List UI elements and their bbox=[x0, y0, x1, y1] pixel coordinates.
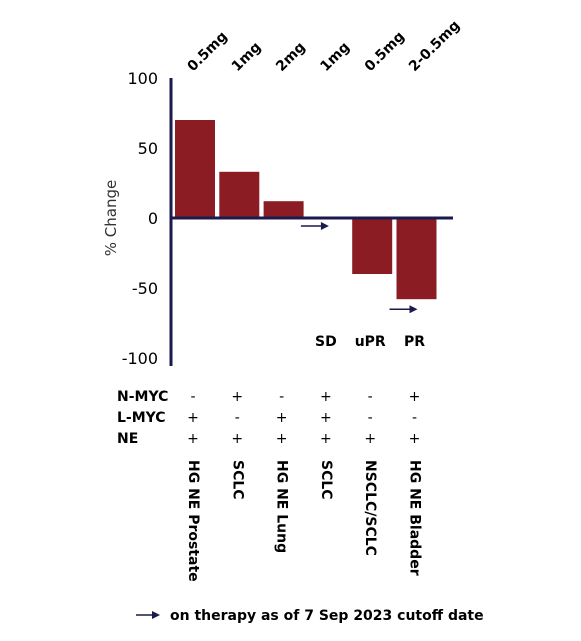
response-label: uPR bbox=[355, 334, 386, 350]
marker-value: - bbox=[235, 410, 240, 426]
bar bbox=[175, 120, 215, 218]
arrow-icon bbox=[136, 611, 160, 619]
dose-label: 2-0.5mg bbox=[406, 18, 463, 75]
y-tick-label: 50 bbox=[138, 139, 158, 158]
legend-text: on therapy as of 7 Sep 2023 cutoff date bbox=[170, 608, 484, 624]
dose-label: 1mg bbox=[229, 39, 265, 75]
marker-value: + bbox=[187, 410, 199, 426]
category-label: HG NE Lung bbox=[274, 460, 290, 553]
marker-value: + bbox=[409, 389, 421, 405]
marker-value: + bbox=[231, 389, 243, 405]
arrow-icon bbox=[389, 305, 418, 314]
marker-value: + bbox=[320, 410, 332, 426]
marker-value: + bbox=[231, 431, 243, 447]
marker-value: + bbox=[320, 389, 332, 405]
marker-value: + bbox=[187, 431, 199, 447]
marker-value: + bbox=[276, 431, 288, 447]
response-label: SD bbox=[315, 334, 337, 350]
y-tick-label: 0 bbox=[148, 209, 158, 228]
marker-value: - bbox=[190, 389, 195, 405]
marker-value: + bbox=[364, 431, 376, 447]
category-label: HG NE Prostate bbox=[185, 460, 201, 582]
dose-label: 0.5mg bbox=[362, 29, 408, 75]
category-label: SCLC bbox=[318, 460, 334, 500]
marker-row-label: N-MYC bbox=[117, 389, 168, 405]
dose-label: 1mg bbox=[317, 39, 353, 75]
y-axis-label: % Change bbox=[102, 180, 120, 256]
marker-value: + bbox=[409, 431, 421, 447]
category-label: NSCLC/SCLC bbox=[362, 460, 378, 556]
marker-value: - bbox=[412, 410, 417, 426]
marker-value: + bbox=[276, 410, 288, 426]
marker-value: - bbox=[368, 410, 373, 426]
marker-value: - bbox=[368, 389, 373, 405]
response-label: PR bbox=[404, 334, 425, 350]
bar bbox=[263, 201, 304, 218]
arrow-icon bbox=[300, 222, 329, 230]
marker-row-label: L-MYC bbox=[117, 410, 166, 426]
y-tick-label: -100 bbox=[122, 349, 158, 368]
category-label: HG NE Bladder bbox=[407, 460, 423, 576]
marker-value: + bbox=[320, 431, 332, 447]
y-tick-label: -50 bbox=[132, 279, 158, 298]
bar bbox=[219, 171, 260, 218]
marker-value: - bbox=[279, 389, 284, 405]
marker-row-label: NE bbox=[117, 431, 138, 447]
dose-label: 0.5mg bbox=[185, 29, 231, 75]
bar bbox=[352, 218, 393, 274]
category-label: SCLC bbox=[229, 460, 245, 500]
dose-label: 2mg bbox=[273, 39, 309, 75]
bar bbox=[396, 218, 437, 300]
y-tick-label: 100 bbox=[127, 69, 158, 88]
